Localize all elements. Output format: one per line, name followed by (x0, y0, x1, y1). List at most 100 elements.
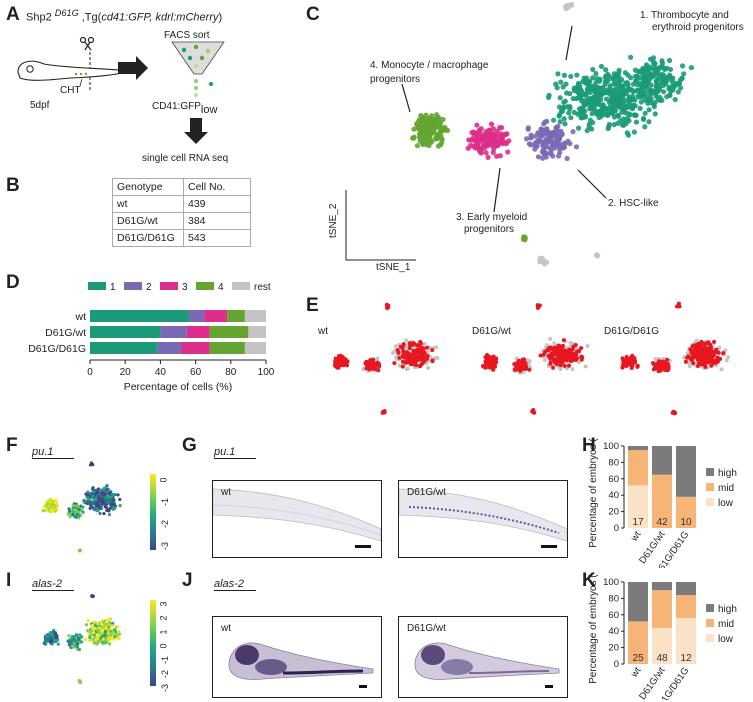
genotype-close: ) (218, 11, 223, 24)
tsne-point (560, 359, 565, 364)
bar-segment-mid (676, 595, 696, 619)
tsne-point (561, 99, 567, 105)
tsne-point (496, 133, 502, 139)
feature-point (98, 491, 102, 495)
bar-segment-1 (90, 310, 189, 322)
feature-point (47, 506, 52, 511)
panel-label-j: J (182, 570, 193, 591)
feature-point (95, 490, 99, 494)
feature-point (81, 505, 85, 509)
tsne-point (700, 353, 705, 358)
tsne-point (432, 121, 439, 127)
tsne-point (434, 345, 439, 350)
tsne-point (638, 92, 644, 98)
tsne-point (488, 121, 495, 127)
bar-segment-4 (209, 326, 249, 338)
feature-point (99, 506, 103, 511)
tsne-point (545, 139, 551, 145)
feature-point (56, 642, 60, 646)
tsne-point (418, 130, 424, 137)
panel-label-b: B (6, 175, 20, 196)
y-tick-label: 20 (608, 643, 619, 654)
tsne-point (627, 359, 632, 364)
genotype-prefix: Shp2 (26, 11, 52, 24)
table-header: Genotype (112, 178, 184, 196)
tsne-point (482, 133, 488, 139)
tsne-point (417, 124, 423, 130)
tsne-point (600, 102, 606, 108)
tsne-point (646, 119, 652, 125)
tsne-point (631, 129, 637, 135)
legend-label-mid: mid (718, 483, 734, 494)
age-label: 5dpf (30, 100, 50, 111)
tsne-point (556, 113, 562, 119)
tsne-point (550, 117, 557, 123)
leader-line (577, 169, 607, 199)
tsne-point (708, 358, 713, 363)
tsne-point (567, 363, 572, 368)
tsne-point (417, 351, 422, 356)
tsne-point (647, 73, 653, 79)
panel-label-g: G (182, 435, 197, 456)
feature-point (78, 679, 82, 683)
tsne-point (538, 126, 544, 132)
tsne-point (676, 301, 681, 306)
tsne-point (426, 366, 431, 371)
tsne-point (498, 125, 505, 131)
count-label: 10 (680, 517, 692, 528)
tsne-point (404, 338, 409, 343)
tsne-point (548, 336, 553, 341)
feature-point (97, 639, 101, 643)
tsne-point (556, 146, 563, 152)
tsne-point (554, 135, 560, 141)
category-label: wt (628, 665, 643, 680)
colorbar-f (150, 474, 156, 550)
feature-point (49, 632, 53, 636)
tsne-point (408, 343, 413, 348)
tsne-point (561, 338, 566, 343)
tsne-point (594, 252, 600, 258)
feature-point (90, 623, 95, 628)
tsne-point (648, 96, 654, 102)
tsne-point (603, 105, 609, 112)
tsne-point (518, 368, 523, 373)
cluster-1-label: 1. Thrombocyte and (640, 10, 729, 21)
tsne-point (579, 357, 584, 362)
legend-label-low: low (718, 634, 734, 645)
tsne-point (418, 363, 423, 368)
tsne-point (485, 154, 491, 161)
chart-k: 0 20 40 60 80 100 Percentage of embryos (%) 25w… (588, 574, 737, 700)
feature-point (108, 642, 112, 646)
tsne-point (416, 117, 422, 123)
leader-line (565, 25, 573, 61)
feature-point (107, 513, 112, 517)
facs-funnel-icon (171, 41, 225, 97)
panel-label-f: F (6, 435, 18, 456)
count-label: 48 (656, 653, 668, 664)
tsne-point (525, 126, 531, 132)
feature-point (99, 621, 103, 625)
feature-point (89, 503, 93, 507)
tsne-point (439, 140, 445, 146)
colorbar-i (150, 600, 156, 686)
f-gene-label: pu.1 (32, 446, 74, 459)
tsne-point (561, 72, 568, 78)
tsne-point (652, 111, 658, 117)
legend-label-rest: rest (254, 282, 271, 293)
tsne-point (425, 350, 430, 355)
tsne-point (574, 72, 580, 78)
tsne-point (726, 355, 731, 360)
tsne-point (635, 68, 641, 75)
tsne-point (675, 89, 681, 95)
tsne-point (548, 345, 553, 350)
tsne-point (585, 82, 591, 88)
tsne-point (625, 87, 631, 94)
tsne-point (610, 110, 616, 116)
feature-point (107, 501, 111, 505)
tsne-point (573, 144, 580, 150)
y-tick-label: 60 (608, 474, 619, 485)
feature-point (118, 504, 122, 508)
genotype-sup: D61G (54, 8, 79, 18)
tsne-point (411, 126, 417, 132)
tsne-point (541, 352, 546, 357)
